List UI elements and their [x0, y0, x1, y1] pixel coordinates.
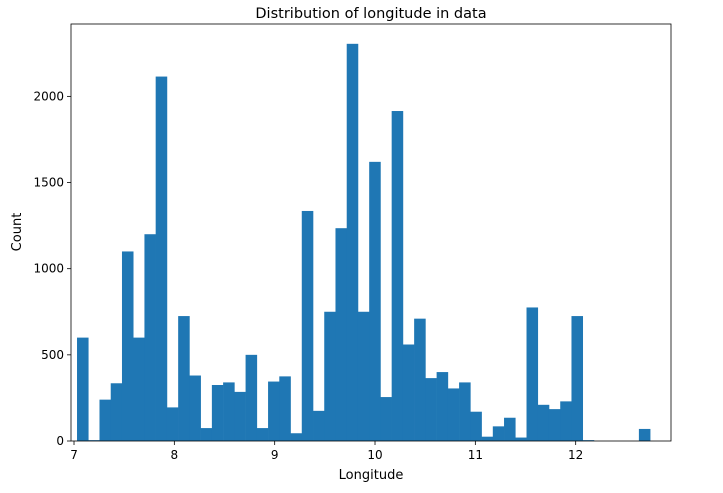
histogram-bar [178, 316, 190, 441]
histogram-bar [526, 307, 539, 441]
histogram-bar [88, 440, 100, 441]
histogram-bar [211, 385, 224, 441]
histogram-bar [110, 383, 123, 441]
histogram-bar [402, 344, 415, 441]
histogram-bar [492, 426, 505, 441]
histogram-bar [425, 378, 437, 441]
histogram-bar [571, 316, 584, 441]
y-tick-label: 500 [41, 348, 64, 362]
histogram-bar [414, 318, 426, 441]
x-axis: 7 8 9 10 11 12 [70, 441, 583, 462]
x-tick-label: 7 [70, 448, 78, 462]
histogram-bar [638, 428, 651, 441]
histogram-bar [447, 388, 460, 441]
histogram-bar [481, 436, 494, 441]
histogram-bar [155, 76, 168, 441]
histogram-bar [335, 228, 348, 441]
histogram-bar [268, 381, 280, 441]
histogram-bar [301, 210, 314, 441]
histogram-bar [380, 397, 392, 441]
histogram-bar [121, 251, 134, 441]
histogram-bar [223, 382, 235, 441]
x-tick-label: 8 [171, 448, 179, 462]
y-axis-label: Count [10, 213, 25, 252]
histogram-bar [144, 234, 156, 441]
y-axis: 0 500 1000 1500 2000 [33, 89, 71, 448]
x-tick-label: 9 [271, 448, 279, 462]
histogram-bar [313, 410, 325, 441]
x-tick-label: 10 [367, 448, 382, 462]
histogram-bar [504, 417, 516, 441]
histogram-bar [279, 376, 291, 441]
histogram-bar [548, 409, 561, 441]
histogram-bar [256, 428, 269, 441]
histogram-bar [515, 437, 527, 441]
histogram-bar [133, 337, 145, 441]
x-tick-label: 11 [468, 448, 483, 462]
histogram-bar [77, 337, 89, 441]
histogram-bar [245, 354, 258, 441]
histogram-bar [346, 43, 359, 441]
histogram-bar [200, 428, 213, 441]
histogram-bar [537, 404, 550, 441]
y-tick-label: 2000 [33, 89, 64, 103]
y-tick-label: 0 [56, 434, 64, 448]
y-tick-label: 1000 [33, 262, 64, 276]
histogram-bar [166, 407, 179, 441]
histogram-bar [470, 411, 482, 441]
histogram-bar [582, 440, 595, 441]
histogram-bar [391, 111, 404, 442]
histogram-bar [324, 311, 336, 441]
y-tick-label: 1500 [33, 176, 64, 190]
x-axis-label: Longitude [339, 468, 404, 483]
chart-title: Distribution of longitude in data [255, 6, 486, 22]
x-tick-label: 12 [568, 448, 583, 462]
histogram-bar [369, 161, 381, 441]
histogram-bar [290, 433, 303, 441]
histogram-bar [436, 372, 449, 441]
histogram-bar [459, 382, 471, 441]
bars-layer [77, 43, 651, 442]
histogram-bar [357, 311, 370, 441]
histogram-bar [234, 391, 246, 441]
histogram-bar [189, 375, 201, 441]
histogram-bar [560, 401, 572, 441]
plot-frame [70, 23, 672, 442]
histogram-bar [99, 399, 112, 441]
